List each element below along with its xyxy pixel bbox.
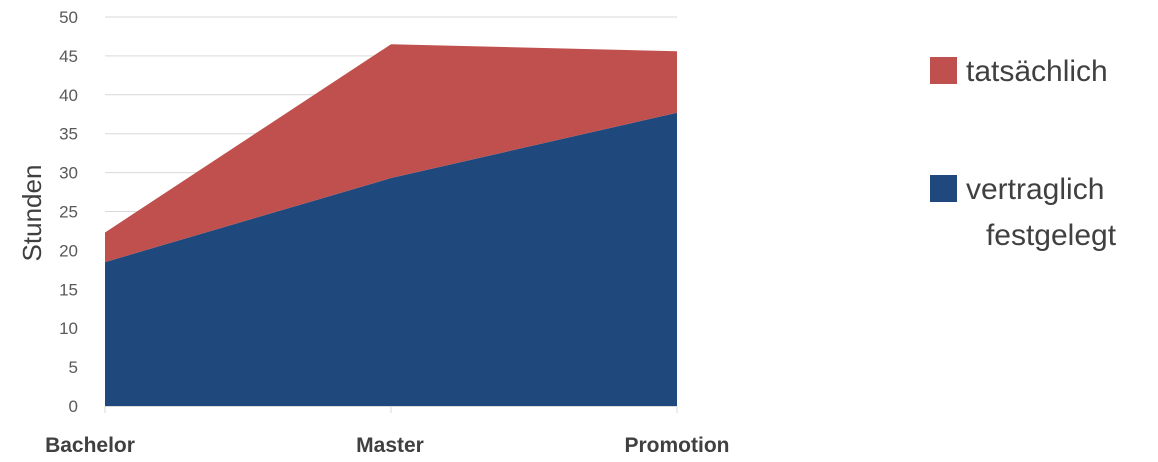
legend-swatch [930,175,957,202]
legend-label: festgelegt [986,219,1117,252]
y-tick-label: 40 [59,86,78,105]
area-series-0 [105,112,677,406]
y-axis-title: Stunden [17,165,47,262]
y-tick-label: 25 [59,203,78,222]
y-tick-label: 30 [59,164,78,183]
x-category-label: Promotion [625,434,730,457]
legend-label: tatsächlich [966,55,1108,88]
y-tick-label: 0 [69,397,78,416]
y-tick-label: 45 [59,47,78,66]
legend-swatch [930,57,957,84]
plot-areas [105,44,677,406]
legend: tatsächlich vertraglich festgelegt [930,55,1117,252]
legend-label: vertraglich [966,173,1104,206]
y-tick-label: 10 [59,319,78,338]
area-series-1 [105,44,677,263]
y-tick-label: 35 [59,125,78,144]
x-category-label: Bachelor [45,434,135,457]
x-category-label: Master [356,434,424,457]
y-tick-label: 50 [59,8,78,27]
y-tick-label: 20 [59,241,78,260]
y-tick-label: 15 [59,280,78,299]
axes: 0 5 10 15 20 25 30 35 40 45 50 Bachelor Master Promot… [17,8,730,457]
y-tick-label: 5 [69,358,78,377]
